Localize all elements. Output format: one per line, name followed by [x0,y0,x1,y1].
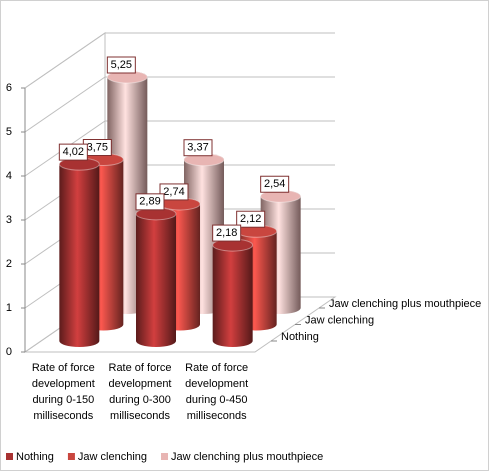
value-label: 2,18 [216,227,237,239]
y-tick-label: 0 [6,346,12,358]
legend-swatch [67,453,75,460]
x-tick-label: Rate of force development during 0-150 mill… [32,362,95,422]
value-label: 2,12 [240,213,261,225]
value-label-box [183,139,213,157]
grid-line [24,32,335,89]
depth-label: Jaw clenching plus mouthpiece [329,298,481,310]
value-label-box [159,183,189,201]
value-label: 3,37 [187,142,208,154]
value-label: 2,54 [264,178,285,190]
y-tick-label: 5 [6,126,12,138]
value-label: 4,02 [63,146,84,158]
legend-label: Jaw clenching plus mouthpiece [171,451,323,463]
legend-swatch [161,453,169,460]
value-label: 2,89 [139,196,160,208]
legend-label: Nothing [16,451,54,463]
y-tick-label: 6 [6,82,12,94]
y-tick-label: 4 [6,170,12,182]
value-label-box [260,175,290,193]
legend-label: Jaw clenching [78,451,147,463]
value-label-box [212,224,242,242]
value-label-box [58,143,88,161]
cylinder [136,207,176,347]
grid-line [24,76,335,133]
depth-label: Jaw clenching [305,314,374,326]
x-tick-label: Rate of force development during 0-300 mill… [109,362,172,422]
depth-label: Nothing [281,331,319,343]
value-label-box [135,193,165,211]
cylinder [212,239,253,347]
x-tick-label: Rate of force development during 0-450 mill… [185,362,248,422]
value-label: 3,75 [87,141,108,153]
value-label-box [236,210,266,228]
y-tick-label: 3 [6,214,12,226]
y-tick-label: 2 [6,258,12,270]
legend-swatch [6,453,13,460]
value-label: 2,74 [163,186,184,198]
value-label-box [106,56,136,74]
cylinder [59,158,100,347]
value-label: 5,25 [111,59,132,71]
grid-line [24,120,335,177]
y-tick-label: 1 [6,302,12,314]
